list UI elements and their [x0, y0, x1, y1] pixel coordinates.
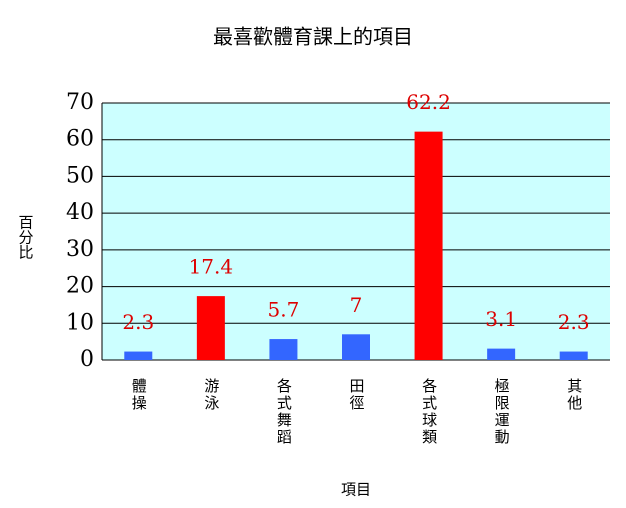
x-tick-label: 體操	[130, 378, 148, 412]
value-label: 3.1	[485, 307, 517, 331]
y-tick-label: 30	[66, 237, 94, 262]
x-tick-label: 其他	[565, 378, 583, 412]
y-axis-title: 百分比	[17, 215, 35, 260]
value-label: 2.3	[558, 310, 590, 334]
y-tick-label: 40	[66, 200, 94, 225]
x-axis-title: 項目	[341, 481, 371, 499]
bar	[269, 339, 298, 360]
value-label: 7	[350, 293, 363, 317]
y-tick-label: 60	[66, 127, 94, 152]
bar	[342, 334, 370, 360]
y-tick-label: 10	[66, 310, 94, 335]
bar	[196, 296, 225, 360]
value-label: 2.3	[122, 310, 154, 334]
value-label: 5.7	[268, 298, 300, 322]
bar	[414, 131, 443, 360]
bar	[559, 351, 588, 360]
bar	[124, 351, 153, 360]
x-tick-label: 極限運動	[493, 378, 511, 446]
y-tick-label: 0	[80, 347, 94, 372]
x-tick-label: 各式球類	[420, 378, 438, 446]
value-label: 62.2	[406, 90, 451, 114]
y-tick-label: 20	[66, 274, 94, 299]
value-label: 17.4	[189, 255, 234, 279]
chart-title: 最喜歡體育課上的項目	[213, 25, 413, 49]
plot-area	[102, 103, 610, 360]
x-tick-label: 游泳	[202, 378, 220, 412]
x-tick-label: 各式舞蹈	[275, 378, 293, 446]
y-tick-label: 50	[66, 163, 94, 188]
x-tick-label: 田徑	[348, 378, 366, 412]
y-tick-label: 70	[66, 90, 94, 115]
bar	[487, 348, 516, 360]
